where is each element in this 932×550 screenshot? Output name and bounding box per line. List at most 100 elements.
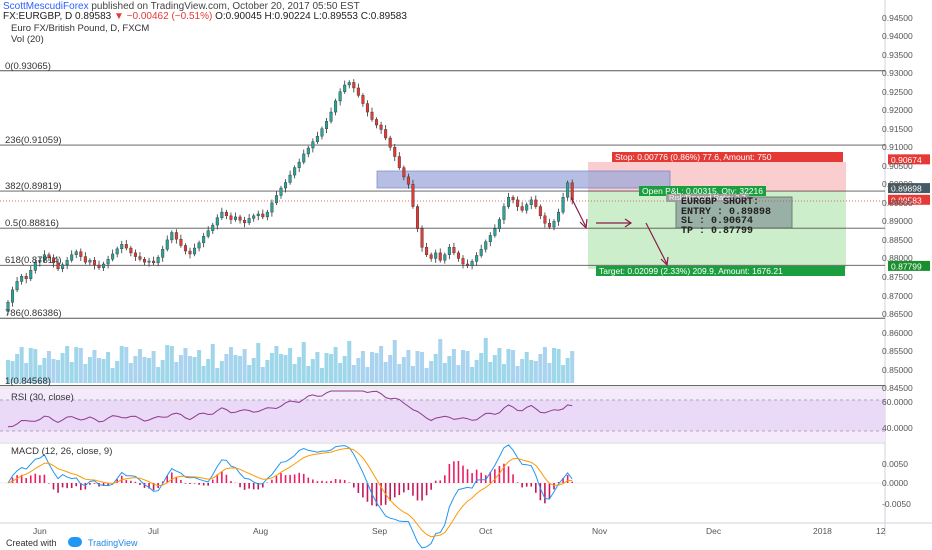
macd-histogram-bar (48, 483, 50, 484)
volume-bar (56, 360, 61, 383)
macd-histogram-bar (280, 473, 282, 483)
price-axis-label: 0.92500 (882, 86, 913, 97)
macd-histogram-bar (503, 463, 505, 483)
volume-bar (470, 367, 475, 383)
volume-bar (46, 351, 51, 383)
volume-bar (106, 352, 111, 383)
candle-body (6, 301, 10, 312)
price-axis-label: 0.90500 (882, 160, 913, 171)
macd-histogram-bar (353, 483, 355, 488)
fib-level-label: 0(0.93065) (5, 60, 51, 72)
macd-histogram-bar (407, 483, 410, 491)
candle-body (11, 289, 15, 303)
price-tag (888, 183, 930, 194)
volume-bar (178, 355, 183, 383)
macd-histogram-bar (298, 472, 300, 483)
macd-histogram-bar (571, 481, 573, 483)
volume-bar (552, 348, 556, 383)
note-line: ENTRY : 0.89898 (681, 206, 772, 218)
volume-bar (174, 362, 179, 383)
fib-level-label: 236(0.91059) (5, 135, 62, 147)
volume-bar (101, 359, 106, 383)
macd-histogram-bar (412, 483, 414, 496)
macd-histogram-bar (262, 483, 264, 488)
tradingview-cloud-icon (68, 537, 82, 547)
candle-body (329, 111, 333, 122)
macd-histogram-bar (521, 483, 523, 488)
macd-histogram-bar (34, 473, 37, 483)
macd-signal-line (7, 447, 573, 538)
macd-histogram-bar (143, 483, 146, 488)
tradingview-brand[interactable]: TradingView (88, 538, 138, 548)
macd-histogram-bar (198, 483, 200, 485)
symbol-line: FX:EURGBP, D 0.89583 ▼ −0.00462 (−0.51%)… (3, 11, 407, 22)
candle-body (233, 216, 237, 220)
price-axis-label: 0.87500 (882, 271, 913, 282)
volume-label: Vol (20) (11, 34, 44, 45)
price-axis-label: 0.85500 (882, 346, 913, 357)
volume-bar (306, 366, 311, 383)
volume-bar (151, 351, 156, 383)
volume-bar (410, 366, 415, 383)
candle-body (488, 235, 492, 242)
note-line: SL : 0.90674 (681, 216, 754, 227)
macd-histogram-bar (180, 479, 182, 483)
volume-bar (356, 358, 361, 383)
candle-body (538, 206, 542, 217)
macd-histogram-bar (339, 479, 341, 483)
resistance-zone (376, 170, 671, 189)
macd-histogram-bar (66, 483, 68, 489)
candle-body (475, 255, 479, 262)
price-tag-text: 0.87799 (891, 261, 922, 271)
x-tick-dec: Dec (706, 526, 722, 536)
candle-body (361, 95, 365, 104)
volume-bar (374, 353, 379, 383)
candle-body (466, 263, 470, 267)
candle-body (106, 258, 110, 265)
publish-header: ScottMescudiForex published on TradingVi… (3, 1, 360, 12)
candle-body (152, 260, 156, 264)
macd-axis-neg: -0.0050 (882, 499, 911, 509)
macd-histogram-bar (507, 466, 510, 483)
candle-body (61, 264, 65, 270)
candle-body (265, 211, 269, 218)
candle-body (443, 254, 447, 261)
x-tick-jun: Jun (33, 526, 47, 536)
volume-bar (474, 360, 479, 383)
volume-bar (360, 351, 365, 383)
price-axis-label: 0.85000 (882, 364, 913, 375)
macd-indicator (0, 444, 885, 549)
projection-arrow (570, 196, 587, 228)
macd-axis-pos: 0.0050 (882, 459, 908, 469)
macd-histogram-bar (334, 478, 337, 483)
candle-body (15, 281, 19, 291)
candle-body (120, 244, 124, 250)
price-axis-label: 0.89000 (882, 216, 913, 227)
candle-body (311, 141, 315, 149)
volume-bar (51, 359, 56, 383)
volume-bar (224, 354, 229, 383)
price-change: −0.00462 (−0.51%) (126, 11, 213, 22)
candle-body (461, 258, 465, 265)
macd-histogram-bar (239, 483, 241, 488)
volume-bar (506, 349, 511, 383)
macd-histogram-bar (93, 483, 96, 484)
volume-bar (497, 348, 502, 383)
volume-bar (315, 352, 320, 383)
price-axis-label: 0.88000 (882, 253, 913, 264)
macd-histogram-bar (257, 483, 260, 490)
price-axis-label: 0.93000 (882, 68, 913, 79)
ohlc-values: O:0.90045 H:0.90224 L:0.89553 C:0.89583 (215, 11, 407, 22)
candle-body (261, 213, 265, 218)
volume-bar (133, 356, 138, 383)
candle-body (56, 262, 60, 270)
price-axis-label: 0.93500 (882, 49, 913, 60)
price-tag-text: 0.89583 (891, 195, 922, 205)
fib-level-label: 382(0.89819) (5, 181, 62, 193)
macd-histogram-bar (553, 483, 555, 490)
volume-bar (329, 354, 334, 383)
candle-body (302, 153, 306, 163)
author-link[interactable]: ScottMescudiForex (3, 1, 89, 12)
candle-body (552, 221, 556, 228)
